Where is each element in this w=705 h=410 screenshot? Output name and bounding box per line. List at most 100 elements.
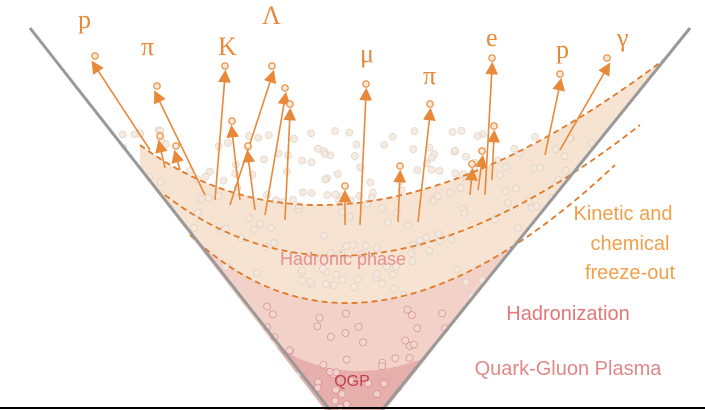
particle-dot (227, 345, 234, 352)
particle-dot (360, 339, 367, 346)
particle-dot (299, 277, 306, 284)
particle-dot (392, 355, 399, 362)
particle-dot (194, 359, 201, 366)
particle-dot (201, 392, 208, 399)
particle-dot (128, 213, 135, 220)
track-particle (92, 53, 98, 59)
particle-dot (220, 352, 227, 359)
particle-dot (118, 253, 125, 260)
particle-dot (57, 263, 64, 270)
particle-dot (220, 395, 227, 402)
particle-dot (68, 366, 75, 373)
particle-dot (435, 230, 442, 237)
particle-dot (99, 172, 106, 179)
particle-dot (496, 171, 503, 178)
particle-label: π (423, 61, 436, 90)
particle-dot (137, 355, 144, 362)
particle-label: μ (360, 39, 374, 68)
track-particle (269, 63, 275, 69)
particle-dot (630, 179, 637, 186)
particle-dot (115, 331, 122, 338)
particle-dot (393, 209, 400, 216)
region-label: Hadronic phase (280, 249, 406, 269)
particle-dot (308, 159, 315, 166)
particle-dot (502, 188, 509, 195)
particle-dot (230, 300, 237, 307)
particle-dot (389, 133, 396, 140)
particle-dot (143, 273, 150, 280)
particle-dot (339, 276, 346, 283)
particle-dot (134, 218, 141, 225)
particle-dot (326, 368, 333, 375)
particle-dot (314, 323, 321, 330)
particle-dot (159, 342, 166, 349)
particle-dot (195, 209, 202, 216)
particle-dot (276, 359, 283, 366)
particle-dot (314, 145, 321, 152)
particle-dot (380, 380, 387, 387)
particle-dot (351, 153, 358, 160)
particle-dot (346, 129, 353, 136)
particle-dot (321, 151, 328, 158)
particle-dot (517, 265, 524, 272)
particle-dot (121, 265, 128, 272)
particle-dot (217, 394, 224, 401)
particle-dot (186, 237, 193, 244)
particle-dot (195, 269, 202, 276)
particle-dot (259, 387, 266, 394)
particle-dot (206, 168, 213, 175)
particle-label: Λ (262, 1, 281, 30)
particle-dot (628, 289, 635, 296)
track-particle (173, 143, 179, 149)
particle-dot (316, 314, 323, 321)
particle-dot (170, 396, 177, 403)
particle-dot (157, 179, 164, 186)
particle-dot (347, 197, 354, 204)
particle-dot (179, 300, 186, 307)
particle-dot (389, 271, 396, 278)
particle-dot (541, 341, 548, 348)
particle-dot (106, 146, 113, 153)
track-particle (287, 101, 293, 107)
track-particle (282, 85, 288, 91)
particle-dot (536, 164, 543, 171)
particle-dot (148, 269, 155, 276)
track-particle (489, 55, 495, 61)
particle-dot (464, 329, 471, 336)
particle-dot (333, 271, 340, 278)
particle-dot (243, 385, 250, 392)
particle-dot (423, 234, 430, 241)
particle-dot (202, 273, 209, 280)
track-particle (479, 148, 485, 154)
particle-dot (67, 347, 74, 354)
particle-dot (487, 305, 494, 312)
particle-dot (641, 176, 648, 183)
particle-dot (480, 321, 487, 328)
particle-dot (65, 133, 72, 140)
particle-dot (455, 384, 462, 391)
particle-dot (286, 347, 293, 354)
particle-dot (286, 391, 293, 398)
particle-dot (538, 242, 545, 249)
particle-dot (139, 199, 146, 206)
particle-dot (592, 193, 599, 200)
particle-dot (320, 361, 327, 368)
particle-dot (426, 247, 433, 254)
particle-dot (439, 310, 446, 317)
particle-dot (505, 200, 512, 207)
particle-dot (453, 370, 460, 377)
particle-dot (428, 154, 435, 161)
particle-dot (104, 386, 111, 393)
particle-dot (454, 266, 461, 273)
particle-dot (343, 356, 350, 363)
particle-dot (379, 205, 386, 212)
particle-dot (552, 335, 559, 342)
particle-dot (483, 315, 490, 322)
particle-dot (489, 381, 496, 388)
particle-dot (491, 216, 498, 223)
particle-dot (337, 404, 344, 410)
particle-dot (507, 346, 514, 353)
stage-label: Kinetic and (574, 203, 673, 225)
particle-dot (295, 202, 302, 209)
particle-dot (338, 391, 345, 398)
